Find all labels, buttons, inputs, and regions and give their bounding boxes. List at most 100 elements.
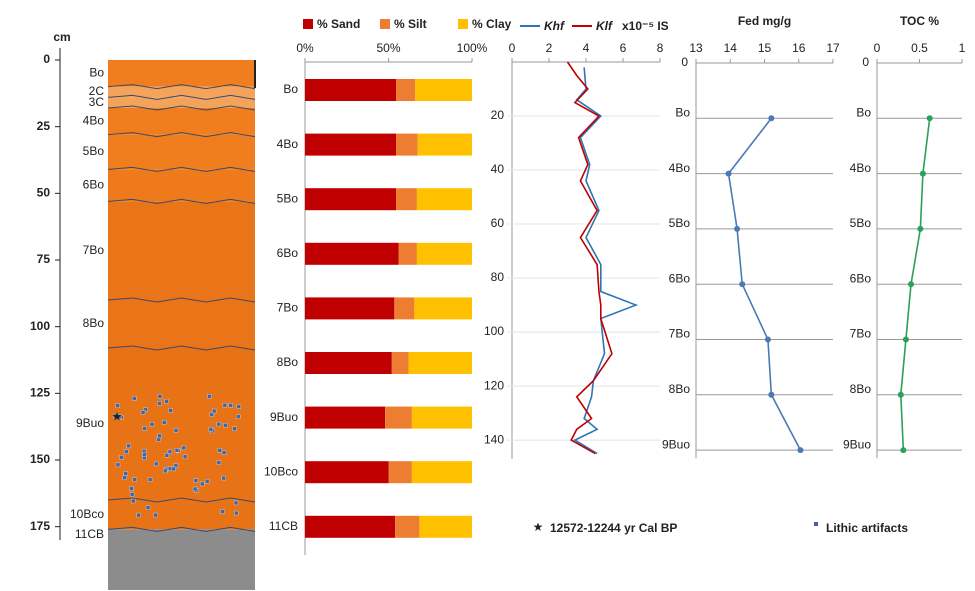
horizon bbox=[108, 500, 255, 530]
bar-segment bbox=[305, 133, 397, 156]
artifact bbox=[235, 414, 241, 419]
bar-segment bbox=[305, 406, 386, 429]
bar-segment bbox=[416, 242, 472, 265]
x-tick-label: 4 bbox=[583, 41, 590, 55]
legend-swatch bbox=[380, 19, 390, 29]
artifact bbox=[236, 404, 242, 409]
line bbox=[566, 61, 613, 455]
horizon bbox=[108, 108, 255, 135]
artifact bbox=[164, 452, 170, 458]
y-tick-label: 5Bo bbox=[850, 216, 872, 230]
artifact bbox=[207, 394, 212, 399]
artifact bbox=[117, 414, 122, 419]
artifact bbox=[130, 498, 136, 504]
horizon-boundary bbox=[107, 198, 256, 204]
artifact bbox=[142, 426, 147, 431]
star-label: 12572-12244 yr Cal BP bbox=[550, 521, 677, 535]
chart-title: TOC % bbox=[900, 14, 939, 28]
star: ★ bbox=[112, 410, 123, 424]
artifacts bbox=[112, 393, 242, 518]
horizon bbox=[108, 97, 255, 108]
y-tick-label: 8Bo bbox=[850, 382, 872, 396]
horizon-boundary bbox=[107, 526, 256, 532]
artifact bbox=[173, 428, 179, 433]
y-tick-label: Bo bbox=[675, 105, 690, 119]
y-tick-label: 4Bo bbox=[850, 161, 872, 175]
bar-segment bbox=[408, 352, 472, 374]
horizon-label: Bo bbox=[89, 66, 104, 80]
legend-artifact bbox=[814, 522, 818, 526]
artifact bbox=[164, 399, 169, 404]
x-tick-label: 50% bbox=[376, 41, 400, 55]
x-tick-label: 6 bbox=[620, 41, 627, 55]
x-tick-label: 15 bbox=[758, 41, 772, 55]
artifact bbox=[204, 479, 210, 484]
horizon-label: 9Buo bbox=[76, 416, 104, 430]
artifact bbox=[153, 512, 158, 518]
bar-segment bbox=[305, 242, 399, 265]
x-tick-label: 0 bbox=[509, 41, 516, 55]
horizon-boundary bbox=[107, 297, 256, 303]
legend-star: ★ bbox=[533, 520, 544, 534]
y-tick-label: Bo bbox=[283, 82, 298, 96]
horizon-boundary bbox=[107, 166, 256, 172]
point bbox=[900, 447, 907, 454]
y-tick-label: 6Bo bbox=[669, 271, 691, 285]
horizon-boundary bbox=[107, 84, 256, 90]
x-tick-label: 17 bbox=[826, 41, 840, 55]
artifact bbox=[124, 449, 129, 455]
artifact bbox=[157, 433, 162, 439]
y-tick-label: 10Bco bbox=[264, 464, 298, 478]
artifact bbox=[140, 410, 146, 415]
artifact bbox=[211, 408, 217, 414]
artifact bbox=[233, 500, 239, 506]
y-tick-label: 150 bbox=[30, 452, 50, 466]
bar-segment bbox=[305, 352, 392, 374]
artifact bbox=[193, 478, 199, 483]
x-tick-label: 14 bbox=[724, 41, 738, 55]
horizon bbox=[108, 134, 255, 170]
y-tick-label: 100 bbox=[30, 319, 50, 333]
artifact bbox=[173, 463, 179, 468]
artifact bbox=[132, 396, 137, 401]
artifact bbox=[221, 450, 227, 455]
y-tick-label: 40 bbox=[491, 162, 505, 176]
artifact bbox=[217, 448, 223, 453]
y-tick-label: 5Bo bbox=[277, 191, 299, 205]
horizon-label: 2C bbox=[89, 84, 105, 98]
horizon-boundary bbox=[107, 497, 256, 503]
point bbox=[902, 336, 909, 343]
chart-title: Fed mg/g bbox=[738, 14, 791, 28]
artifact bbox=[182, 454, 188, 460]
artifact bbox=[145, 505, 151, 510]
x-tick-label: 0 bbox=[874, 41, 881, 55]
artifact bbox=[222, 402, 228, 408]
bar-segment bbox=[396, 79, 416, 101]
bar-segment bbox=[396, 133, 418, 156]
artifact-label: Lithic artifacts bbox=[826, 521, 908, 535]
bar-segment bbox=[305, 515, 396, 538]
legend-label: % Sand bbox=[317, 17, 360, 31]
horizon-boundary bbox=[107, 345, 256, 351]
bar-segment bbox=[419, 515, 472, 538]
artifact bbox=[129, 492, 135, 497]
artifact bbox=[122, 475, 127, 480]
horizon-label: 8Bo bbox=[83, 316, 105, 330]
y-tick-label: 9Buo bbox=[270, 410, 298, 424]
bar-segment bbox=[415, 79, 472, 101]
y-tick-label: 4Bo bbox=[669, 161, 691, 175]
y-tick-label: 140 bbox=[484, 432, 504, 446]
artifact bbox=[232, 426, 237, 432]
x-tick-label: 16 bbox=[792, 41, 806, 55]
line bbox=[573, 67, 639, 455]
x-tick-label: 0.5 bbox=[911, 41, 928, 55]
bar-segment bbox=[305, 188, 397, 211]
y-tick-label: 7Bo bbox=[277, 301, 299, 315]
point bbox=[764, 336, 771, 343]
artifact bbox=[216, 421, 222, 427]
artifact bbox=[154, 461, 159, 467]
y-tick-label: 4Bo bbox=[277, 137, 299, 151]
artifact bbox=[115, 462, 121, 468]
artifact bbox=[167, 449, 173, 455]
